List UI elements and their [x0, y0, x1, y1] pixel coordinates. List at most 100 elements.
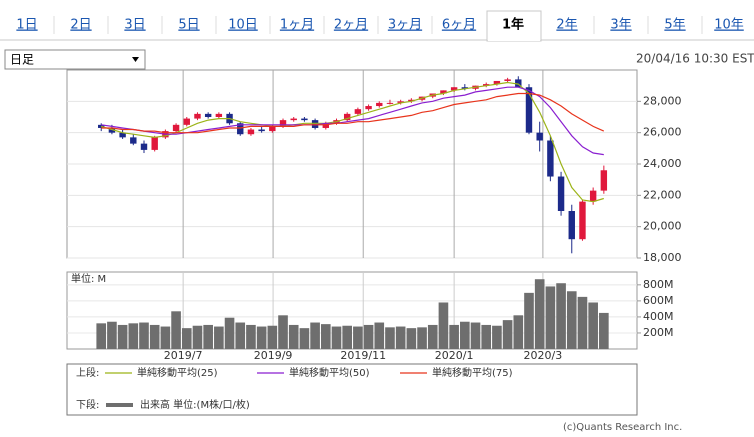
- volume-bar: [395, 326, 406, 349]
- volume-bar: [566, 291, 577, 349]
- candle-body: [600, 170, 608, 191]
- dropdown[interactable]: [4, 49, 146, 70]
- legend-label: 単純移動平均(25): [137, 366, 218, 379]
- volume-bar: [438, 302, 449, 349]
- tab[interactable]: 2ヶ月: [334, 18, 368, 33]
- tab[interactable]: 2日: [70, 18, 91, 33]
- volume-bar: [417, 327, 427, 349]
- candle-body: [568, 211, 575, 240]
- volume-bar: [107, 321, 117, 349]
- volume-bar: [449, 324, 459, 349]
- volume-bar: [181, 328, 192, 349]
- volume-bar: [470, 322, 481, 349]
- dropdown-text[interactable]: 日足: [10, 53, 34, 67]
- tab[interactable]: 3年: [610, 18, 631, 33]
- y-tick-label: 20,000: [643, 220, 682, 233]
- tab[interactable]: 1日: [16, 18, 37, 33]
- volume-bar: [246, 324, 256, 349]
- candle-body: [204, 113, 212, 117]
- candle-body: [515, 79, 522, 88]
- candle-body: [172, 124, 180, 132]
- candle-body: [450, 87, 458, 91]
- volume-bar: [171, 311, 181, 349]
- x-tick-label: 2020/1: [435, 349, 474, 362]
- legend-label: 出来高 単位:(M株/口/枚): [140, 398, 250, 411]
- volume-bar: [203, 324, 213, 349]
- volume-bar: [117, 324, 128, 349]
- ma-line: [101, 81, 604, 203]
- volume-bar: [288, 324, 299, 349]
- volume-bar: [160, 326, 171, 349]
- volume-bar: [320, 324, 331, 349]
- volume-bar: [342, 325, 352, 349]
- volume-bar: [599, 312, 609, 349]
- legend-label: 単純移動平均(50): [289, 366, 370, 379]
- candle-body: [557, 176, 565, 211]
- candle-body: [183, 118, 190, 125]
- candle-body: [504, 79, 511, 81]
- volume-bar: [128, 323, 139, 349]
- candle-body: [365, 106, 372, 110]
- volume-bar: [278, 315, 288, 349]
- volume-bar: [299, 328, 310, 349]
- unit-label: 単位: M: [71, 272, 106, 285]
- volume-bar: [588, 302, 598, 349]
- candle-body: [258, 129, 265, 132]
- candle-body: [108, 127, 116, 133]
- candle-body: [343, 113, 351, 121]
- tab[interactable]: 3ヶ月: [388, 18, 422, 33]
- candle-body: [386, 102, 394, 104]
- footer: (c)Quants Research Inc.: [563, 422, 682, 433]
- candle-body: [440, 90, 447, 94]
- tab[interactable]: 6ヶ月: [442, 18, 476, 33]
- candle-body: [237, 123, 244, 135]
- y-tick-label: 24,000: [643, 157, 682, 170]
- tab[interactable]: 10年: [714, 18, 744, 33]
- volume-bar: [427, 324, 438, 349]
- tab[interactable]: 2年: [556, 18, 577, 33]
- tab[interactable]: 5年: [664, 18, 685, 33]
- x-tick-label: 2019/11: [340, 349, 386, 362]
- volume-bar: [224, 317, 235, 349]
- candle-body: [269, 126, 276, 132]
- volume-bar: [406, 328, 417, 349]
- y-tick-label: 18,000: [643, 251, 682, 264]
- tab[interactable]: 1年: [502, 17, 524, 33]
- tab[interactable]: 5日: [178, 18, 199, 33]
- legend-title: 上段:: [76, 366, 99, 379]
- candle-body: [290, 118, 297, 121]
- volume-bar: [524, 292, 534, 349]
- volume-bar: [331, 326, 342, 349]
- volume-bar: [481, 324, 492, 349]
- candle-body: [130, 137, 137, 144]
- candle-body: [397, 101, 404, 103]
- y-tick-label: 400M: [643, 310, 674, 323]
- tab[interactable]: 1ヶ月: [280, 18, 314, 33]
- y-tick-label: 200M: [643, 326, 674, 339]
- candle-body: [354, 109, 362, 114]
- y-tick-label: 22,000: [643, 188, 682, 201]
- x-tick-label: 2019/9: [254, 349, 293, 362]
- candle-body: [119, 132, 126, 138]
- dropdown-arrow[interactable]: [132, 57, 139, 62]
- candle-body: [194, 113, 201, 119]
- volume-bar: [577, 296, 588, 349]
- tab[interactable]: 10日: [228, 18, 258, 33]
- timestamp: 20/04/16 10:30 EST: [636, 52, 754, 66]
- y-tick-label: 600M: [643, 294, 674, 307]
- candle-body: [311, 120, 319, 128]
- candle-body: [247, 129, 255, 135]
- volume-bar: [545, 286, 556, 349]
- candle-body: [322, 123, 330, 128]
- volume-bar: [460, 321, 470, 349]
- candle-body: [151, 137, 158, 150]
- volume-bar: [149, 324, 160, 349]
- volume-bar: [374, 322, 385, 349]
- x-tick-label: 2020/3: [524, 349, 563, 362]
- tab[interactable]: 3日: [124, 18, 145, 33]
- y-tick-label: 800M: [643, 278, 674, 291]
- volume-bar: [310, 322, 320, 349]
- candle-body: [140, 143, 148, 150]
